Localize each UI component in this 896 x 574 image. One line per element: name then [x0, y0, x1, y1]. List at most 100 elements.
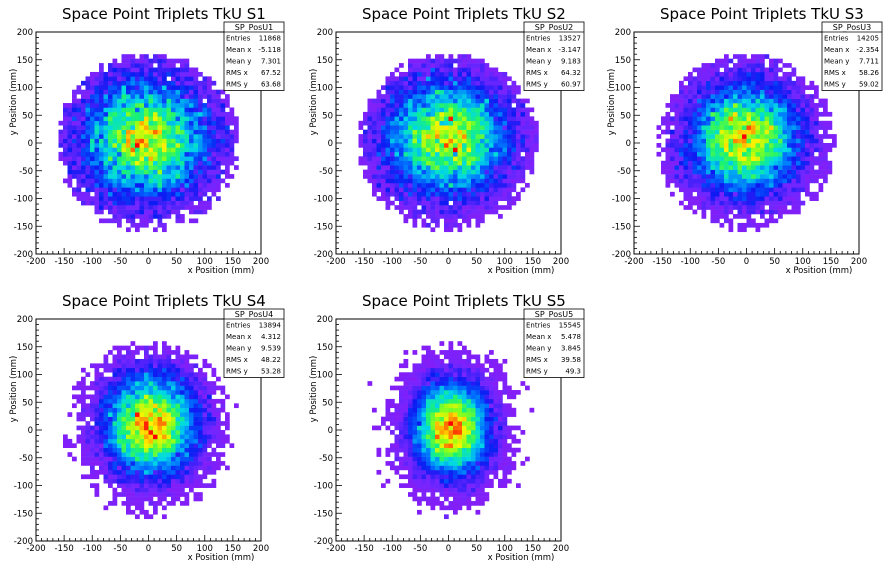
histogram-bin [778, 76, 783, 82]
histogram-bin [724, 129, 729, 135]
histogram-bin [207, 125, 212, 130]
histogram-bin [184, 89, 190, 95]
y-tick-label: 0 [328, 139, 333, 149]
histogram-bin [148, 205, 154, 210]
histogram-bin [823, 151, 828, 157]
histogram-bin [193, 169, 199, 175]
histogram-bin [778, 196, 783, 201]
histogram-bin [225, 94, 230, 99]
histogram-bin [135, 147, 140, 153]
histogram-bin [661, 116, 666, 122]
histogram-bin [216, 398, 221, 404]
histogram-bin [112, 89, 118, 95]
histogram-bin [462, 71, 467, 77]
histogram-bin [480, 178, 485, 184]
histogram-bin [148, 191, 154, 197]
histogram-bin [791, 116, 797, 122]
histogram-bin [475, 125, 481, 130]
histogram-bin [153, 358, 158, 364]
histogram-bin [457, 174, 463, 179]
histogram-bin [480, 187, 485, 193]
y-tick-label: 50 [620, 111, 631, 121]
histogram-bin [148, 412, 154, 417]
histogram-bin [148, 372, 154, 377]
histogram-bin [715, 120, 720, 126]
histogram-bin [462, 169, 467, 175]
histogram-bin [72, 156, 77, 162]
histogram-bin [448, 143, 454, 148]
x-tick-label: 100 [497, 257, 513, 267]
histogram-bin [117, 456, 122, 462]
histogram-bin [832, 143, 837, 148]
histogram-bin [480, 116, 485, 122]
stats-row-label: RMS y [226, 80, 248, 88]
histogram-bin [791, 89, 797, 95]
histogram-bin [381, 111, 386, 117]
histogram-bin [764, 165, 770, 170]
histogram-bin [189, 376, 194, 382]
histogram-bin [126, 169, 131, 175]
histogram-bin [193, 205, 199, 210]
histogram-bin [737, 191, 743, 197]
histogram-bin [742, 54, 747, 59]
histogram-bin [435, 218, 440, 224]
histogram-bin [737, 169, 743, 175]
histogram-bin [385, 143, 391, 148]
histogram-bin [166, 487, 172, 493]
histogram-bin [516, 143, 521, 148]
histogram-bin [171, 496, 176, 502]
histogram-bin [715, 178, 720, 184]
histogram-bin [144, 71, 149, 77]
histogram-bin [466, 71, 472, 77]
histogram-bin [511, 129, 517, 135]
histogram-bin [390, 200, 395, 206]
histogram-bin [421, 111, 427, 117]
histogram-bin [202, 398, 208, 404]
histogram-bin [363, 143, 368, 148]
histogram-bin [153, 492, 158, 497]
histogram-bin [189, 363, 194, 369]
histogram-bin [135, 187, 140, 193]
histogram-bin [385, 178, 391, 184]
histogram-bin [193, 80, 199, 86]
histogram-bin [475, 196, 481, 201]
histogram-bin [202, 209, 208, 215]
y-axis-label: y Position (mm) [309, 69, 319, 136]
histogram-bin [157, 452, 163, 457]
histogram-bin [130, 398, 136, 404]
histogram-bin [814, 147, 819, 153]
histogram-bin [430, 191, 436, 197]
histogram-bin [112, 200, 118, 206]
histogram-bin [72, 125, 77, 130]
histogram-bin [728, 134, 734, 139]
histogram-bin [180, 143, 185, 148]
histogram-bin [385, 196, 391, 201]
histogram-bin [184, 160, 190, 166]
histogram-bin [520, 116, 526, 122]
histogram-bin [769, 103, 774, 108]
histogram-bin [715, 94, 720, 99]
histogram-bin [701, 160, 707, 166]
histogram-bin [787, 103, 792, 108]
histogram-bin [778, 174, 783, 179]
histogram-bin [153, 156, 158, 162]
histogram-bin [135, 134, 140, 139]
histogram-bin [800, 156, 806, 162]
histogram-bin [198, 187, 203, 193]
histogram-bin [399, 120, 404, 126]
histogram-bin [430, 227, 436, 233]
histogram-bin [117, 394, 122, 400]
histogram-bin [751, 209, 756, 215]
histogram-bin [58, 129, 64, 135]
histogram-bin [466, 94, 472, 99]
histogram-bin [193, 390, 199, 395]
histogram-bin [180, 129, 185, 135]
histogram-bin [475, 182, 481, 188]
histogram-bin [502, 205, 508, 210]
histogram-bin [148, 107, 154, 113]
histogram-bin [421, 120, 427, 126]
histogram-bin [670, 116, 675, 122]
histogram-bin [99, 125, 104, 130]
histogram-bin [153, 143, 158, 148]
histogram-bin [234, 138, 239, 144]
